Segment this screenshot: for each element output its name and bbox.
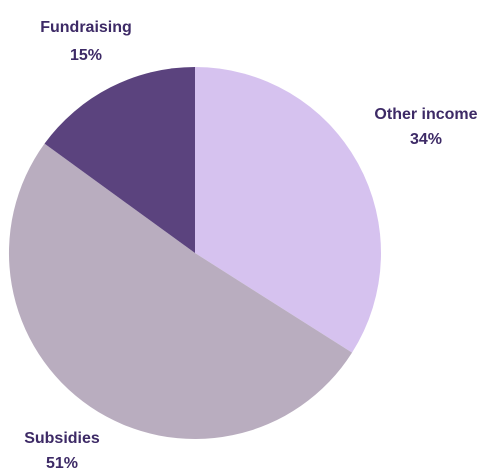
slice-label-value: 15%	[70, 47, 102, 64]
slice-label-other-income: Other income 34%	[374, 106, 477, 148]
pie-slices	[8, 66, 381, 440]
pie-slice-fundraising	[44, 66, 195, 253]
pie-slice-subsidies	[8, 143, 353, 440]
slice-label-subsidies: Subsidies 51%	[24, 430, 100, 472]
slice-label-fundraising: Fundraising 15%	[40, 19, 132, 64]
slice-label-value: 51%	[46, 455, 78, 472]
slice-label-value: 34%	[410, 131, 442, 148]
slice-label-name: Subsidies	[24, 430, 100, 447]
slice-label-name: Other income	[374, 106, 477, 123]
pie-slice-other-income	[195, 67, 381, 353]
slice-label-name: Fundraising	[40, 19, 132, 36]
